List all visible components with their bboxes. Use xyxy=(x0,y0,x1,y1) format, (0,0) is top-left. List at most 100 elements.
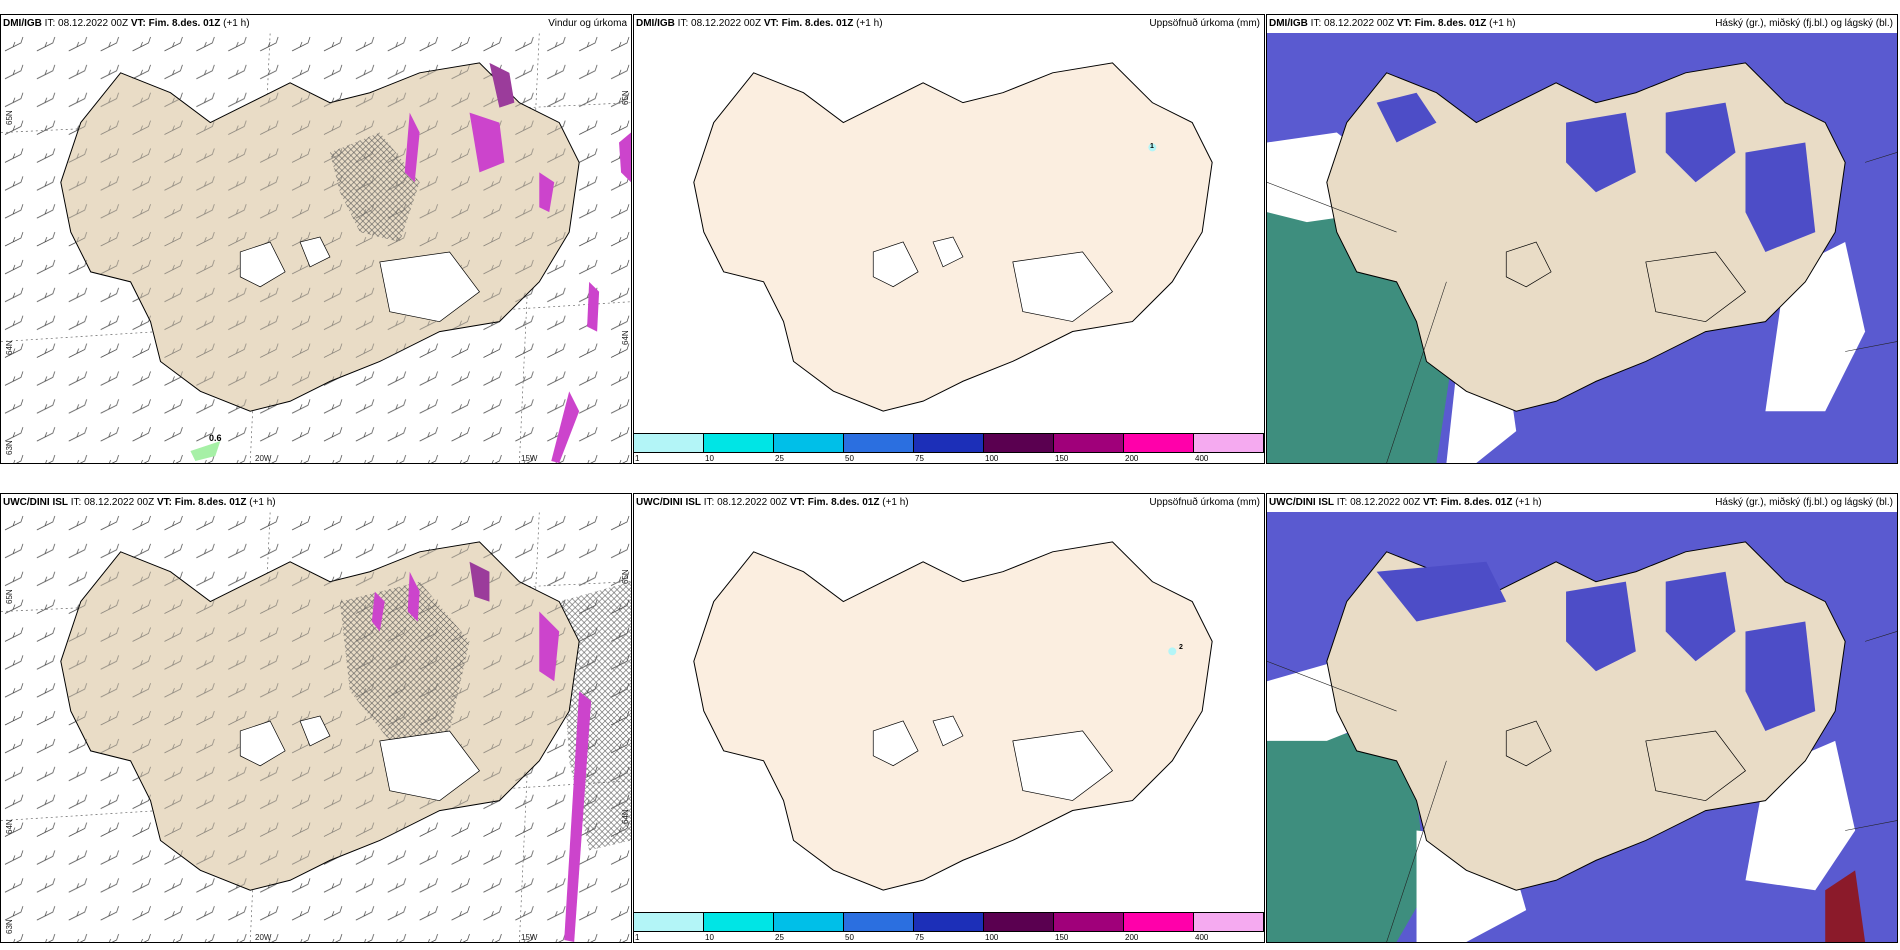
precip-cell xyxy=(539,611,560,682)
grid-line xyxy=(1267,152,1897,463)
panel-title: Háský (gr.), miðský (fj.bl.) og lágský (… xyxy=(1715,18,1893,29)
panel-accum-precip-uwc: UWC/DINI ISL IT: 08.12.2022 00Z VT: Fim.… xyxy=(633,493,1265,943)
low-cloud xyxy=(1745,621,1816,731)
glacier xyxy=(299,236,331,268)
low-cloud xyxy=(1665,102,1736,183)
precip-value-label: 2 xyxy=(1179,644,1183,651)
glacier xyxy=(379,730,480,802)
map-area xyxy=(1267,512,1897,942)
panel-header: DMI/IGB IT: 08.12.2022 00Z VT: Fim. 8.de… xyxy=(636,17,1260,31)
precip-spot xyxy=(1168,647,1177,656)
colorbar-tick: 100 xyxy=(985,454,999,463)
panel-wind-precip-dmi: DMI/IGB IT: 08.12.2022 00Z VT: Fim. 8.de… xyxy=(0,14,632,464)
precip-spot xyxy=(1148,143,1157,152)
panel-header: DMI/IGB IT: 08.12.2022 00Z VT: Fim. 8.de… xyxy=(3,17,627,31)
colorbar-swatch xyxy=(984,434,1054,452)
colorbar-tick: 1 xyxy=(635,454,640,463)
glacier xyxy=(239,241,286,288)
colorbar-swatch xyxy=(704,434,774,452)
precip-cell-light xyxy=(190,441,221,462)
red-area xyxy=(1825,870,1866,942)
glacier xyxy=(239,720,286,767)
colorbar-tick: 150 xyxy=(1055,454,1069,463)
precip-cell xyxy=(539,172,555,213)
colorbar-tick: 400 xyxy=(1195,933,1209,942)
precip-cell xyxy=(489,62,515,108)
precip-colorbar xyxy=(634,912,1264,932)
lead-time: (+1 h) xyxy=(1515,497,1542,508)
colorbar-swatch xyxy=(984,913,1054,931)
colorbar-swatch xyxy=(914,913,984,931)
valid-time: VT: Fim. 8.des. 01Z xyxy=(763,18,854,29)
panel-clouds-uwc: UWC/DINI ISL IT: 08.12.2022 00Z VT: Fim.… xyxy=(1266,493,1898,943)
panel-header: DMI/IGB IT: 08.12.2022 00Z VT: Fim. 8.de… xyxy=(1269,17,1893,31)
lat-label: 64N xyxy=(621,809,630,824)
colorbar-swatch xyxy=(634,434,704,452)
grid-line xyxy=(1267,631,1897,942)
colorbar-swatch xyxy=(844,434,914,452)
model-name: UWC/DINI ISL xyxy=(636,497,701,508)
lat-label: 64N xyxy=(5,819,14,834)
lon-label: 15W xyxy=(521,933,538,942)
colorbar-swatch xyxy=(774,434,844,452)
glacier xyxy=(872,720,919,767)
colorbar-tick: 75 xyxy=(915,933,924,942)
init-time: IT: 08.12.2022 00Z xyxy=(44,18,129,29)
colorbar-tick: 200 xyxy=(1125,454,1139,463)
panel-title: Háský (gr.), miðský (fj.bl.) og lágský (… xyxy=(1715,497,1893,508)
precip-map xyxy=(693,62,1213,412)
wind-map xyxy=(1,512,631,942)
model-name: DMI/IGB xyxy=(3,18,42,29)
colorbar-swatch xyxy=(634,913,704,931)
precip-value-label: 1 xyxy=(1150,143,1154,150)
valid-time: VT: Fim. 8.des. 01Z xyxy=(156,497,247,508)
model-name: UWC/DINI ISL xyxy=(1269,497,1334,508)
low-cloud xyxy=(1665,571,1736,662)
panel-header: UWC/DINI ISL IT: 08.12.2022 00Z VT: Fim.… xyxy=(3,496,627,510)
map-area xyxy=(1267,33,1897,463)
colorbar-swatch xyxy=(704,913,774,931)
low-cloud xyxy=(1566,581,1636,672)
map-area xyxy=(634,512,1264,912)
colorbar-swatch xyxy=(844,913,914,931)
colorbar-tick: 200 xyxy=(1125,933,1139,942)
colorbar-tick: 400 xyxy=(1195,454,1209,463)
map-area xyxy=(634,33,1264,433)
valid-time: VT: Fim. 8.des. 01Z xyxy=(130,18,221,29)
init-time: IT: 08.12.2022 00Z xyxy=(70,497,155,508)
hatched-area xyxy=(329,132,420,243)
cloud-map xyxy=(1267,33,1897,463)
valid-time: VT: Fim. 8.des. 01Z xyxy=(789,497,880,508)
colorbar-tick: 50 xyxy=(845,933,854,942)
glacier-outline xyxy=(1645,730,1746,802)
precip-cell xyxy=(587,281,600,332)
glacier xyxy=(932,236,964,268)
precip-colorbar xyxy=(634,433,1264,453)
colorbar-tick: 25 xyxy=(775,933,784,942)
colorbar-swatch xyxy=(1054,434,1124,452)
init-time: IT: 08.12.2022 00Z xyxy=(1336,497,1421,508)
colorbar-tick: 25 xyxy=(775,454,784,463)
colorbar-tick: 10 xyxy=(705,933,714,942)
init-time: IT: 08.12.2022 00Z xyxy=(677,18,762,29)
colorbar-swatch xyxy=(774,913,844,931)
precip-cell xyxy=(407,571,420,622)
init-time: IT: 08.12.2022 00Z xyxy=(1310,18,1395,29)
glacier xyxy=(1012,730,1113,801)
lat-label: 65N xyxy=(621,90,630,105)
precip-cell xyxy=(469,561,490,602)
glacier xyxy=(1012,251,1113,322)
precip-value-label: 0.6 xyxy=(209,433,222,443)
lead-time: (+1 h) xyxy=(223,18,250,29)
panel-header: UWC/DINI ISL IT: 08.12.2022 00Z VT: Fim.… xyxy=(636,496,1260,510)
colorbar-tick: 150 xyxy=(1055,933,1069,942)
model-name: UWC/DINI ISL xyxy=(3,497,68,508)
glacier-outline xyxy=(1505,720,1552,767)
lat-label: 65N xyxy=(5,110,14,125)
lon-label: 20W xyxy=(255,933,272,942)
low-cloud xyxy=(1376,561,1507,622)
lead-time: (+1 h) xyxy=(856,18,883,29)
lat-label: 63N xyxy=(5,440,14,455)
model-name: DMI/IGB xyxy=(636,18,675,29)
panel-wind-precip-uwc: UWC/DINI ISL IT: 08.12.2022 00Z VT: Fim.… xyxy=(0,493,632,943)
